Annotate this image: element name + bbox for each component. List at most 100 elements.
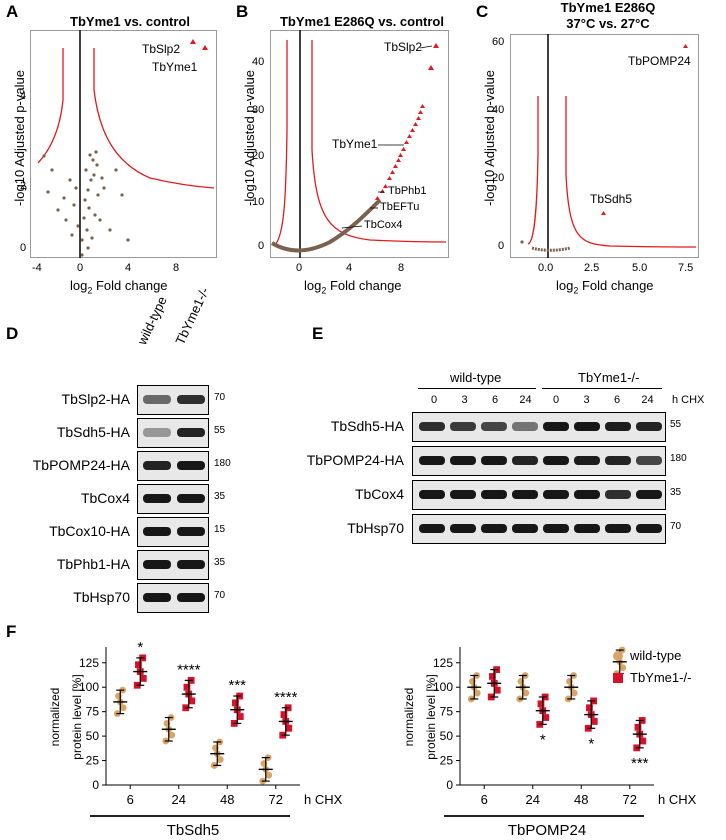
- panel-a-label-tbslp2: TbSlp2: [142, 42, 181, 56]
- panel-e-band: [605, 524, 631, 533]
- panel-f-left-ylabel-1: normalized: [48, 687, 62, 747]
- panel-d-row-label: TbSdh5-HA: [56, 424, 130, 440]
- panel-d-band: [143, 428, 171, 437]
- panel-e-band: [481, 422, 507, 431]
- panel-a-ytick-4: 4: [20, 90, 27, 102]
- panel-b-label-tbcox4: TbCox4: [364, 219, 403, 231]
- panel-f-legend-wt-label: wild-type: [630, 648, 682, 663]
- f-wt-point: [265, 771, 273, 779]
- panel-e-band: [543, 422, 569, 431]
- panel-f-sdh5-plot: 0 25 50 75 100 125 6 * 24 **** 48 *** 72 **** h CHX TbS…: [79, 639, 343, 839]
- panel-d-lane-wildtype: wild-type: [134, 294, 170, 347]
- panel-c-title-line1: TbYme1 E286Q: [560, 0, 656, 15]
- panel-e-band: [543, 456, 569, 465]
- panel-c-letter: C: [476, 2, 489, 21]
- panel-a-letter: A: [6, 2, 19, 21]
- f-significance: ****: [177, 661, 201, 678]
- panel-b-ylabel: -log10 Adjusted p-value: [242, 70, 257, 206]
- panel-b-ytick-10: 10: [252, 196, 265, 208]
- f-ytick-label: 75: [440, 705, 454, 719]
- panel-a-xtick-0: 0: [77, 262, 84, 274]
- f-ytick-label: 100: [79, 680, 99, 694]
- panel-a-point-tbslp2: [190, 39, 196, 44]
- f-ko-point: [493, 686, 501, 694]
- panel-c-xlabel: log2 Fold change: [556, 278, 654, 296]
- panel-c-label-tbsdh5: TbSdh5: [590, 192, 633, 206]
- panel-e-band: [543, 524, 569, 533]
- panel-c-plot: [510, 34, 699, 258]
- f-xtick-label: 6: [481, 792, 488, 807]
- f-ko-point: [590, 718, 598, 725]
- panel-a-threshold-left: [37, 48, 64, 164]
- panel-b-label-tbeftu: TbEFTu: [380, 201, 420, 213]
- f-ytick-label: 125: [433, 656, 453, 670]
- panel-a-points: [42, 150, 130, 257]
- panel-d-band: [143, 395, 171, 404]
- panel-d-band: [177, 527, 205, 536]
- panel-b-point-cloud: [270, 198, 382, 253]
- f-ytick-label: 0: [92, 778, 99, 792]
- panel-d-mw-marker: 70: [214, 392, 226, 403]
- f-xtick-label: 72: [623, 792, 637, 807]
- panel-e-blot-strip: [412, 412, 666, 442]
- panel-e-timepoint: 24: [641, 394, 654, 406]
- panel-c-xtick-0: 0.0: [538, 262, 554, 274]
- panel-e-band: [512, 422, 538, 431]
- f-unit-label: h CHX: [304, 792, 343, 807]
- f-ko-point: [489, 673, 496, 680]
- panel-a-threshold-right: [93, 48, 215, 189]
- panel-a-frame: [30, 30, 217, 258]
- panel-e-group-knockout: TbYme1-/-: [578, 370, 640, 385]
- panel-a-point-tbyme1: [202, 45, 208, 50]
- panel-e-band: [450, 524, 476, 533]
- panel-d-row-label: TbSlp2-HA: [61, 391, 130, 407]
- panel-b-xlabel: log2 Fold change: [304, 278, 402, 296]
- panel-d-mw-marker: 15: [214, 524, 226, 535]
- f-ko-point: [280, 711, 288, 718]
- panel-a-ylabel: -log10 Adjusted p-value: [12, 70, 27, 206]
- panel-e-timepoint: 3: [583, 394, 590, 406]
- panel-e-band: [481, 456, 507, 465]
- panel-b-xtick-4: 4: [346, 262, 353, 274]
- panel-e-timepoint: 0: [430, 394, 438, 406]
- panel-a-xlabel: log2 Fold change: [70, 278, 168, 296]
- f-wt-point: [168, 731, 176, 739]
- panel-e-timepoint: 0: [552, 394, 560, 406]
- panel-d-band: [143, 527, 171, 536]
- panel-e-band: [450, 422, 476, 431]
- panel-d-band: [143, 593, 171, 602]
- f-xtick-label: 24: [172, 792, 186, 807]
- panel-a-title: TbYme1 vs. control: [70, 14, 190, 29]
- panel-e-band: [512, 456, 538, 465]
- panel-e-band: [605, 456, 631, 465]
- panel-f-pomp24-plot: 0 25 50 75 100 125 6 24 * 48 * 72 *** h CHX TbPOMP24: [433, 646, 697, 839]
- panel-e-blot-strip: [412, 480, 666, 510]
- panel-b-label-tbyme1: TbYme1: [332, 137, 378, 151]
- panel-b-plot: [270, 30, 449, 258]
- panel-d-band: [177, 461, 205, 470]
- panel-e-band: [574, 456, 600, 465]
- f-unit-label: h CHX: [658, 792, 697, 807]
- f-ytick-label: 50: [440, 729, 454, 743]
- f-ytick-label: 25: [440, 754, 454, 768]
- panel-c-ytick-40: 40: [492, 104, 505, 116]
- panel-c-xtick-5: 5.0: [632, 262, 648, 274]
- panel-e-band: [574, 524, 600, 533]
- panel-e-band: [574, 422, 600, 431]
- f-ko-point: [188, 697, 196, 705]
- panel-e-band: [481, 524, 507, 533]
- panel-d-blot-strip: [137, 583, 209, 613]
- panel-e-band: [605, 422, 631, 431]
- panel-b-leader-tbcox4: [341, 225, 363, 229]
- panel-e-band: [636, 422, 662, 431]
- panel-f-letter: F: [6, 622, 17, 641]
- panel-a-plot: [30, 30, 217, 258]
- panel-e-group-wildtype: wild-type: [450, 370, 502, 385]
- panel-c-point-outlier: [520, 240, 524, 244]
- f-gene-title: TbSdh5: [167, 822, 220, 839]
- panel-d-band: [177, 428, 205, 437]
- f-ko-point: [183, 683, 191, 691]
- panel-e-band: [481, 490, 507, 499]
- panel-e-mw-marker: 180: [670, 453, 687, 464]
- panel-d-blot-strip: [137, 385, 209, 415]
